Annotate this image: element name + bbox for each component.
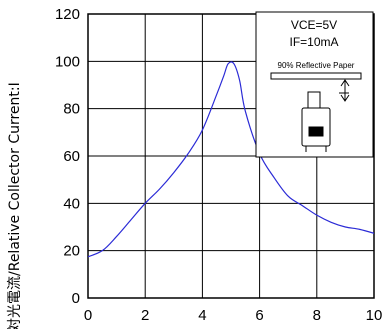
- x-tick-label: 0: [84, 307, 92, 324]
- x-tick-label: 4: [198, 307, 206, 324]
- y-axis-label: 対光電流/Relative Collector Current:I: [7, 82, 23, 329]
- y-tick-label: 100: [55, 53, 80, 70]
- y-tick-label: 60: [63, 148, 80, 165]
- x-tick-labels: 0 2 4 6 8 10: [84, 307, 383, 324]
- y-tick-label: 0: [72, 290, 80, 307]
- if-label: IF=10mA: [289, 35, 338, 49]
- x-tick-label: 6: [255, 307, 263, 324]
- annotation-box: VCE=5V IF=10mA 90% Reflective Paper: [255, 11, 374, 158]
- y-tick-label: 120: [55, 6, 80, 23]
- y-tick-label: 40: [63, 195, 80, 212]
- x-tick-label: 2: [141, 307, 149, 324]
- vce-label: VCE=5V: [291, 18, 337, 32]
- y-tick-labels: 0 20 40 60 80 100 120: [55, 6, 80, 307]
- plot-frame: [87, 13, 375, 299]
- reflective-paper-icon: [270, 72, 362, 80]
- x-tick-label: 10: [366, 307, 383, 324]
- sensor-icon: [301, 79, 350, 152]
- y-tick-label: 20: [63, 243, 80, 260]
- paper-label: 90% Reflective Paper: [278, 61, 355, 70]
- series-layer: [88, 61, 374, 258]
- series-line: [88, 61, 374, 258]
- y-tick-label: 80: [63, 101, 80, 118]
- x-tick-label: 8: [313, 307, 321, 324]
